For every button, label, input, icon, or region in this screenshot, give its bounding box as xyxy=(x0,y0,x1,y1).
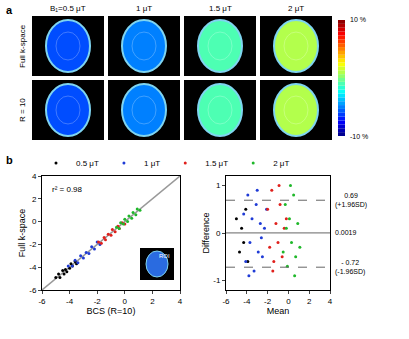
svg-text:1 μT: 1 μT xyxy=(144,159,160,168)
svg-text:-4: -4 xyxy=(243,297,251,306)
svg-text:- 0.72(-1.96SD): - 0.72(-1.96SD) xyxy=(335,259,365,276)
svg-text:0.69(+1.96SD): 0.69(+1.96SD) xyxy=(335,192,367,209)
svg-text:0: 0 xyxy=(216,229,221,238)
svg-text:ROI: ROI xyxy=(159,253,170,259)
svg-text:2: 2 xyxy=(150,297,155,306)
svg-text:-2: -2 xyxy=(29,240,37,249)
svg-text:0: 0 xyxy=(32,217,37,226)
svg-text:-1: -1 xyxy=(213,276,221,285)
svg-text:r² = 0.98: r² = 0.98 xyxy=(52,185,83,194)
svg-text:2 μT: 2 μT xyxy=(288,4,304,13)
svg-text:4: 4 xyxy=(328,297,333,306)
svg-text:R = 10: R = 10 xyxy=(18,98,27,122)
svg-text:Full k-space: Full k-space xyxy=(18,24,27,68)
svg-text:1.5 μT: 1.5 μT xyxy=(205,159,228,168)
svg-text:0.0019: 0.0019 xyxy=(335,229,357,236)
svg-text:-6: -6 xyxy=(29,286,37,295)
svg-text:Difference: Difference xyxy=(201,213,211,254)
svg-text:4: 4 xyxy=(178,297,183,306)
svg-text:10 %: 10 % xyxy=(350,16,366,23)
svg-text:-6: -6 xyxy=(38,297,46,306)
svg-text:4: 4 xyxy=(32,172,37,181)
svg-text:-10 %: -10 % xyxy=(350,133,368,140)
svg-text:Full k-space: Full k-space xyxy=(17,209,27,258)
svg-text:a: a xyxy=(6,4,13,16)
svg-text:0: 0 xyxy=(123,297,128,306)
svg-text:0.5 μT: 0.5 μT xyxy=(76,159,99,168)
svg-text:0: 0 xyxy=(286,297,291,306)
svg-text:BCS (R=10): BCS (R=10) xyxy=(87,306,136,316)
svg-text:-4: -4 xyxy=(29,263,37,272)
svg-text:2: 2 xyxy=(32,195,37,204)
svg-text:-2: -2 xyxy=(94,297,102,306)
svg-text:Mean: Mean xyxy=(267,306,290,316)
svg-text:-2: -2 xyxy=(264,297,272,306)
svg-text:-6: -6 xyxy=(222,297,230,306)
svg-text:1.5 μT: 1.5 μT xyxy=(209,4,232,13)
svg-text:2: 2 xyxy=(307,297,312,306)
svg-text:b: b xyxy=(6,154,13,166)
svg-text:-4: -4 xyxy=(66,297,74,306)
svg-text:B₁=0.5 μT: B₁=0.5 μT xyxy=(50,4,86,13)
svg-text:1 μT: 1 μT xyxy=(136,4,152,13)
svg-text:2 μT: 2 μT xyxy=(273,159,289,168)
svg-text:1: 1 xyxy=(216,181,221,190)
